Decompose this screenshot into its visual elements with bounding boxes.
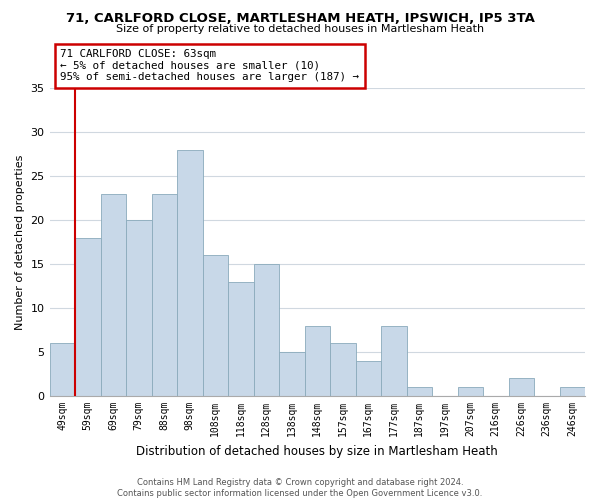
X-axis label: Distribution of detached houses by size in Martlesham Heath: Distribution of detached houses by size … bbox=[136, 444, 498, 458]
Bar bbox=[330, 344, 356, 396]
Bar bbox=[254, 264, 279, 396]
Text: Size of property relative to detached houses in Martlesham Heath: Size of property relative to detached ho… bbox=[116, 24, 484, 34]
Bar bbox=[381, 326, 407, 396]
Bar bbox=[75, 238, 101, 396]
Bar bbox=[407, 388, 432, 396]
Bar bbox=[458, 388, 483, 396]
Bar bbox=[305, 326, 330, 396]
Bar bbox=[50, 344, 75, 396]
Bar bbox=[228, 282, 254, 396]
Text: Contains HM Land Registry data © Crown copyright and database right 2024.
Contai: Contains HM Land Registry data © Crown c… bbox=[118, 478, 482, 498]
Bar bbox=[152, 194, 177, 396]
Bar bbox=[509, 378, 534, 396]
Bar bbox=[356, 361, 381, 396]
Text: 71 CARLFORD CLOSE: 63sqm
← 5% of detached houses are smaller (10)
95% of semi-de: 71 CARLFORD CLOSE: 63sqm ← 5% of detache… bbox=[60, 49, 359, 82]
Y-axis label: Number of detached properties: Number of detached properties bbox=[15, 154, 25, 330]
Bar bbox=[560, 388, 585, 396]
Text: 71, CARLFORD CLOSE, MARTLESHAM HEATH, IPSWICH, IP5 3TA: 71, CARLFORD CLOSE, MARTLESHAM HEATH, IP… bbox=[65, 12, 535, 26]
Bar bbox=[279, 352, 305, 396]
Bar bbox=[203, 256, 228, 396]
Bar bbox=[101, 194, 126, 396]
Bar bbox=[126, 220, 152, 396]
Bar bbox=[177, 150, 203, 396]
